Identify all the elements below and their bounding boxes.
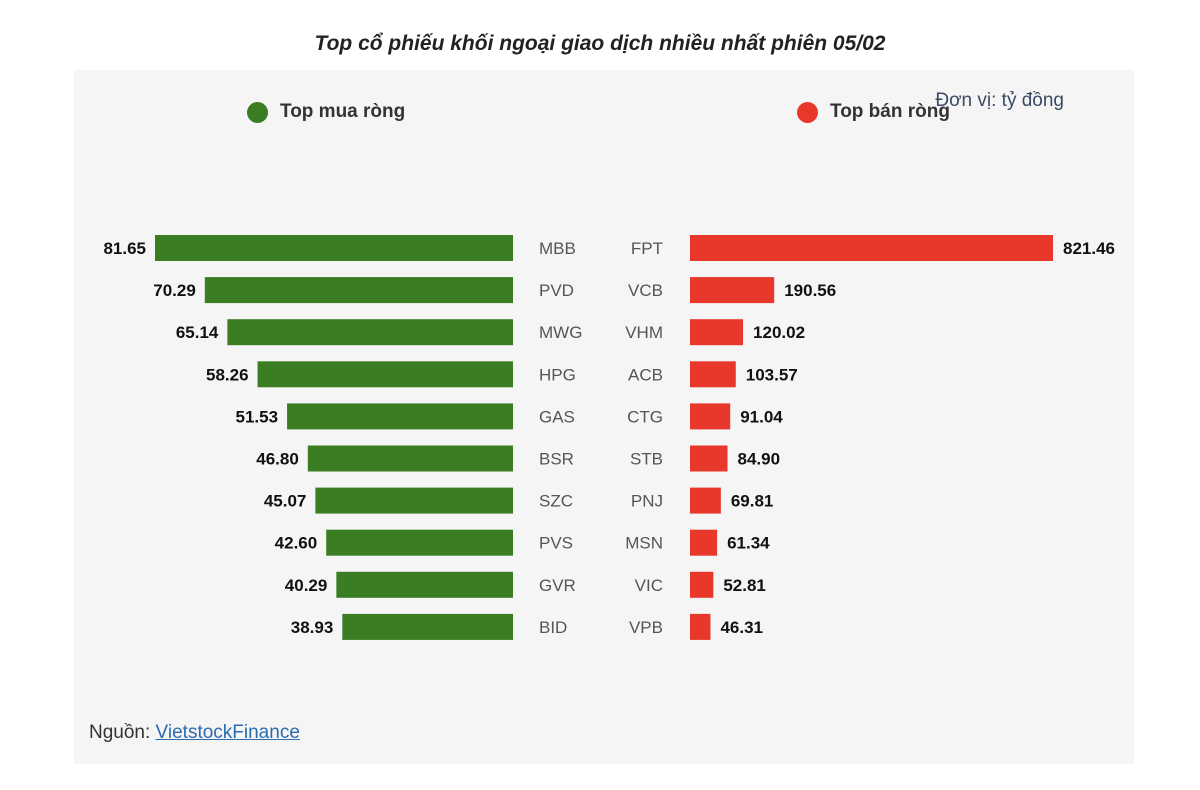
source-prefix: Nguồn: — [89, 722, 156, 743]
buy-bar — [342, 613, 513, 640]
buy-value-label: 38.93 — [291, 618, 334, 637]
buy-value-label: 42.60 — [275, 534, 318, 553]
sell-value-label: 84.90 — [738, 450, 781, 469]
sell-bar — [690, 571, 714, 598]
legend-buy-label: Top mua ròng — [280, 101, 406, 122]
buy-value-label: 70.29 — [153, 281, 196, 300]
sell-bar — [690, 319, 744, 346]
sell-value-label: 61.34 — [727, 534, 770, 553]
sell-ticker-label: VIC — [635, 576, 663, 595]
sell-value-label: 103.57 — [746, 365, 798, 384]
sell-ticker-label: CTG — [627, 407, 663, 426]
buy-ticker-label: BSR — [539, 450, 574, 469]
sell-ticker-label: STB — [630, 450, 663, 469]
buy-ticker-label: BID — [539, 618, 567, 637]
sell-ticker-label: PNJ — [631, 492, 663, 511]
sell-value-label: 46.31 — [720, 618, 763, 637]
source-note: Nguồn: VietstockFinance — [89, 722, 300, 744]
sell-value-label: 821.46 — [1063, 239, 1115, 258]
buy-ticker-label: HPG — [539, 365, 576, 384]
sell-ticker-label: MSN — [625, 534, 663, 553]
sell-bar — [690, 277, 775, 304]
buy-ticker-label: GVR — [539, 576, 576, 595]
buy-bar — [336, 571, 513, 598]
buy-ticker-label: GAS — [539, 407, 575, 426]
legend-buy: Top mua ròng — [247, 101, 405, 123]
sell-bar — [690, 235, 1053, 261]
buy-value-label: 46.80 — [256, 450, 299, 469]
buy-bar — [204, 277, 513, 304]
buy-ticker-label: MWG — [539, 323, 582, 342]
buy-bar — [326, 529, 513, 556]
buy-bar — [307, 445, 513, 472]
sell-bar — [690, 529, 718, 556]
source-link[interactable]: VietstockFinance — [155, 722, 300, 743]
buy-bar — [257, 361, 513, 388]
legend-sell-label: Top bán ròng — [830, 101, 950, 122]
sell-value-label: 52.81 — [723, 576, 766, 595]
legend-buy-dot — [247, 101, 268, 123]
buy-bar — [155, 235, 513, 261]
buy-bar — [227, 319, 513, 346]
buy-bar — [287, 403, 513, 430]
buy-value-label: 40.29 — [285, 576, 328, 595]
sell-ticker-label: VHM — [625, 323, 663, 342]
sell-bar — [690, 487, 721, 514]
legend-sell: Top bán ròng — [797, 101, 950, 123]
chart-panel: Đơn vị: tỷ đồng Nguồn: VietstockFinance — [74, 70, 1134, 764]
sell-ticker-label: ACB — [628, 365, 663, 384]
legend-sell-dot — [797, 101, 818, 123]
buy-value-label: 51.53 — [236, 407, 279, 426]
buy-ticker-label: PVS — [539, 534, 573, 553]
buy-ticker-label: MBB — [539, 239, 576, 258]
chart-title: Top cổ phiếu khối ngoại giao dịch nhiều … — [314, 32, 886, 55]
buy-value-label: 81.65 — [103, 239, 146, 258]
sell-ticker-label: FPT — [631, 239, 663, 258]
sell-value-label: 120.02 — [753, 323, 805, 342]
sell-bar — [690, 361, 736, 388]
sell-value-label: 69.81 — [731, 492, 774, 511]
sell-bar — [690, 403, 731, 430]
sell-value-label: 190.56 — [784, 281, 836, 300]
buy-value-label: 65.14 — [176, 323, 219, 342]
sell-ticker-label: VCB — [628, 281, 663, 300]
unit-label: Đơn vị: tỷ đồng — [935, 90, 1064, 111]
buy-ticker-label: SZC — [539, 492, 573, 511]
buy-value-label: 58.26 — [206, 365, 249, 384]
sell-bar — [690, 445, 728, 472]
buy-value-label: 45.07 — [264, 492, 307, 511]
buy-bar — [315, 487, 513, 514]
sell-ticker-label: VPB — [629, 618, 663, 637]
sell-value-label: 91.04 — [740, 407, 783, 426]
buy-ticker-label: PVD — [539, 281, 574, 300]
sell-bar — [690, 613, 711, 640]
